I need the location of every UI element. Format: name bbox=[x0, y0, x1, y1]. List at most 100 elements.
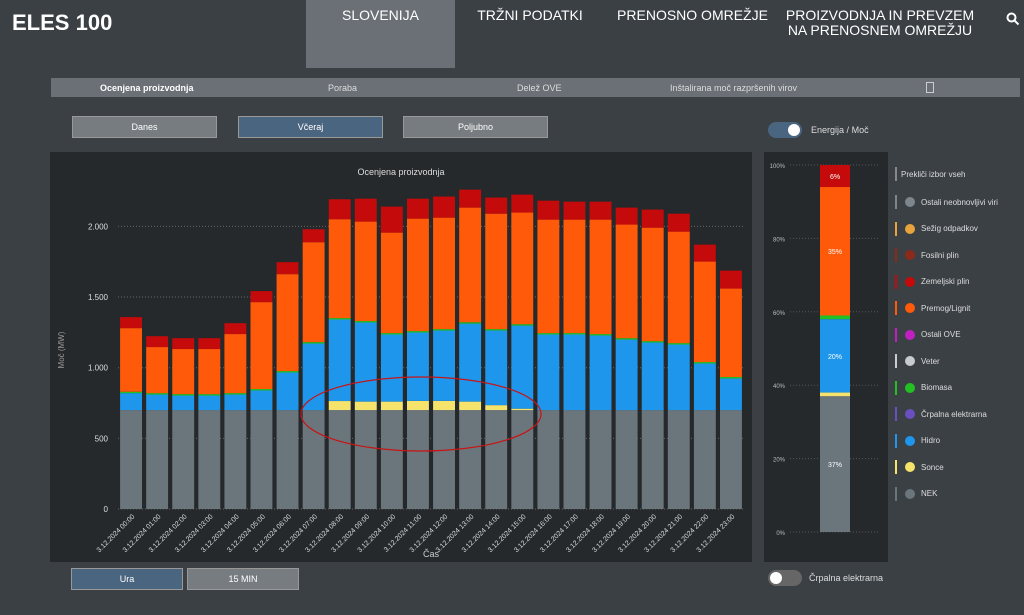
bar-segment bbox=[693, 363, 716, 411]
bar-segment bbox=[563, 410, 586, 509]
export-icon[interactable] bbox=[926, 82, 934, 93]
bar-segment bbox=[276, 371, 299, 373]
legend-item[interactable]: NEK bbox=[895, 486, 937, 501]
bar-segment bbox=[407, 400, 429, 411]
bar-segment bbox=[667, 410, 690, 509]
nav-item[interactable]: TRŽNI PODATKI bbox=[477, 7, 583, 23]
legend-label: Ostali neobnovljivi viri bbox=[921, 197, 998, 207]
bar-segment bbox=[667, 213, 690, 232]
bar-segment bbox=[224, 410, 247, 509]
bar-segment bbox=[380, 401, 403, 411]
bar-segment bbox=[641, 342, 664, 411]
legend-item[interactable]: Hidro bbox=[895, 433, 941, 448]
period-button[interactable]: Včeraj bbox=[238, 116, 383, 138]
tab[interactable]: Ocenjena proizvodnja bbox=[100, 83, 194, 93]
bar-segment bbox=[407, 410, 429, 509]
y-tick-label: 0% bbox=[776, 531, 785, 537]
legend-item[interactable]: Ostali OVE bbox=[895, 327, 961, 342]
bar-segment bbox=[120, 317, 142, 329]
bar-segment bbox=[433, 400, 455, 411]
legend-item[interactable]: Veter bbox=[895, 354, 940, 368]
toggle-label: Črpalna elektrarna bbox=[809, 573, 884, 583]
legend-label: Ostali OVE bbox=[921, 330, 961, 339]
legend-item[interactable]: Prekliči izbor vseh bbox=[895, 167, 965, 181]
toggle[interactable] bbox=[768, 122, 802, 138]
bar-segment bbox=[433, 217, 455, 330]
legend-item[interactable]: Črpalna elektrarna bbox=[895, 407, 987, 421]
bar-segment bbox=[485, 330, 508, 406]
resolution-button[interactable]: 15 MIN bbox=[187, 568, 299, 590]
bar-segment bbox=[511, 194, 534, 213]
bar-segment bbox=[589, 410, 612, 509]
tab[interactable]: Poraba bbox=[328, 83, 358, 93]
bar-segment bbox=[485, 405, 508, 411]
legend-item[interactable]: Premog/Lignit bbox=[895, 301, 970, 315]
bar-segment bbox=[120, 391, 142, 394]
nav-active-bg bbox=[306, 0, 455, 68]
bar-segment bbox=[302, 410, 325, 509]
legend-item[interactable]: Ostali neobnovljivi viri bbox=[895, 195, 998, 209]
bar-segment bbox=[276, 274, 299, 372]
legend-item[interactable]: Biomasa bbox=[895, 380, 953, 395]
bar-segment bbox=[667, 231, 690, 344]
x-axis-label: Čas bbox=[423, 549, 440, 559]
bar-segment bbox=[433, 329, 455, 331]
bar-segment bbox=[354, 410, 377, 509]
bar-segment bbox=[354, 221, 377, 322]
legend-item[interactable]: Sežig odpadkov bbox=[895, 221, 978, 236]
bar-segment bbox=[615, 207, 638, 225]
bar-segment bbox=[563, 333, 586, 335]
bar-segment bbox=[276, 262, 299, 275]
bar-segment bbox=[433, 410, 455, 509]
bar-segment bbox=[720, 288, 742, 378]
bar-segment bbox=[407, 218, 429, 332]
nav-item[interactable]: PRENOSNO OMREŽJE bbox=[617, 7, 768, 23]
tab[interactable]: Delež OVE bbox=[517, 83, 562, 93]
tab[interactable]: Inštalirana moč razpršenih virov bbox=[670, 83, 798, 93]
legend-label: Zemeljski plin bbox=[921, 277, 970, 286]
legend-label: Biomasa bbox=[921, 383, 953, 392]
resolution-button[interactable]: Ura bbox=[71, 568, 183, 590]
toggle-left: Energija bbox=[811, 125, 845, 135]
bar-segment bbox=[250, 390, 273, 411]
logo[interactable]: ELES 100 bbox=[12, 10, 112, 36]
toggle[interactable] bbox=[768, 570, 802, 586]
bar-segment bbox=[250, 389, 273, 391]
bar-segment bbox=[511, 410, 534, 509]
bar-segment bbox=[302, 342, 325, 344]
nav-item[interactable]: SLOVENIJA bbox=[341, 7, 420, 23]
period-button[interactable]: Poljubno bbox=[403, 116, 548, 138]
period-button[interactable]: Danes bbox=[72, 116, 217, 138]
bar-segment bbox=[380, 206, 403, 233]
bar-segment bbox=[615, 339, 638, 411]
bar-segment bbox=[693, 261, 716, 363]
bar-segment bbox=[615, 338, 638, 340]
bar-segment bbox=[641, 209, 664, 228]
bar-segment bbox=[667, 343, 690, 345]
bar-segment bbox=[302, 343, 325, 411]
bar-segment bbox=[276, 372, 299, 411]
bar-segment bbox=[354, 321, 377, 323]
bar-segment bbox=[172, 349, 195, 395]
legend-swatch bbox=[905, 409, 915, 419]
legend-label: Hidro bbox=[921, 436, 941, 445]
bar-segment bbox=[720, 378, 742, 411]
legend-swatch bbox=[905, 329, 915, 340]
bar-segment bbox=[198, 338, 221, 350]
bar-segment bbox=[407, 198, 429, 219]
bar-segment bbox=[563, 201, 586, 220]
logo-number: 100 bbox=[75, 10, 113, 35]
legend-item[interactable]: Zemeljski plin bbox=[895, 274, 970, 289]
bar-segment bbox=[589, 335, 612, 411]
bar-segment bbox=[250, 302, 273, 390]
legend-item[interactable]: Fosilni plin bbox=[895, 248, 959, 262]
toggle-sep: / bbox=[846, 125, 850, 135]
nav-item[interactable]: PROIZVODNJA IN PREVZEM NA PRENOSNEM OMRE… bbox=[785, 7, 975, 38]
bar-segment bbox=[198, 395, 221, 411]
legend-item[interactable]: Sonce bbox=[895, 460, 944, 474]
y-tick-label: 1.500 bbox=[88, 293, 109, 302]
bar-segment bbox=[380, 334, 403, 402]
search-icon[interactable] bbox=[1006, 12, 1020, 26]
